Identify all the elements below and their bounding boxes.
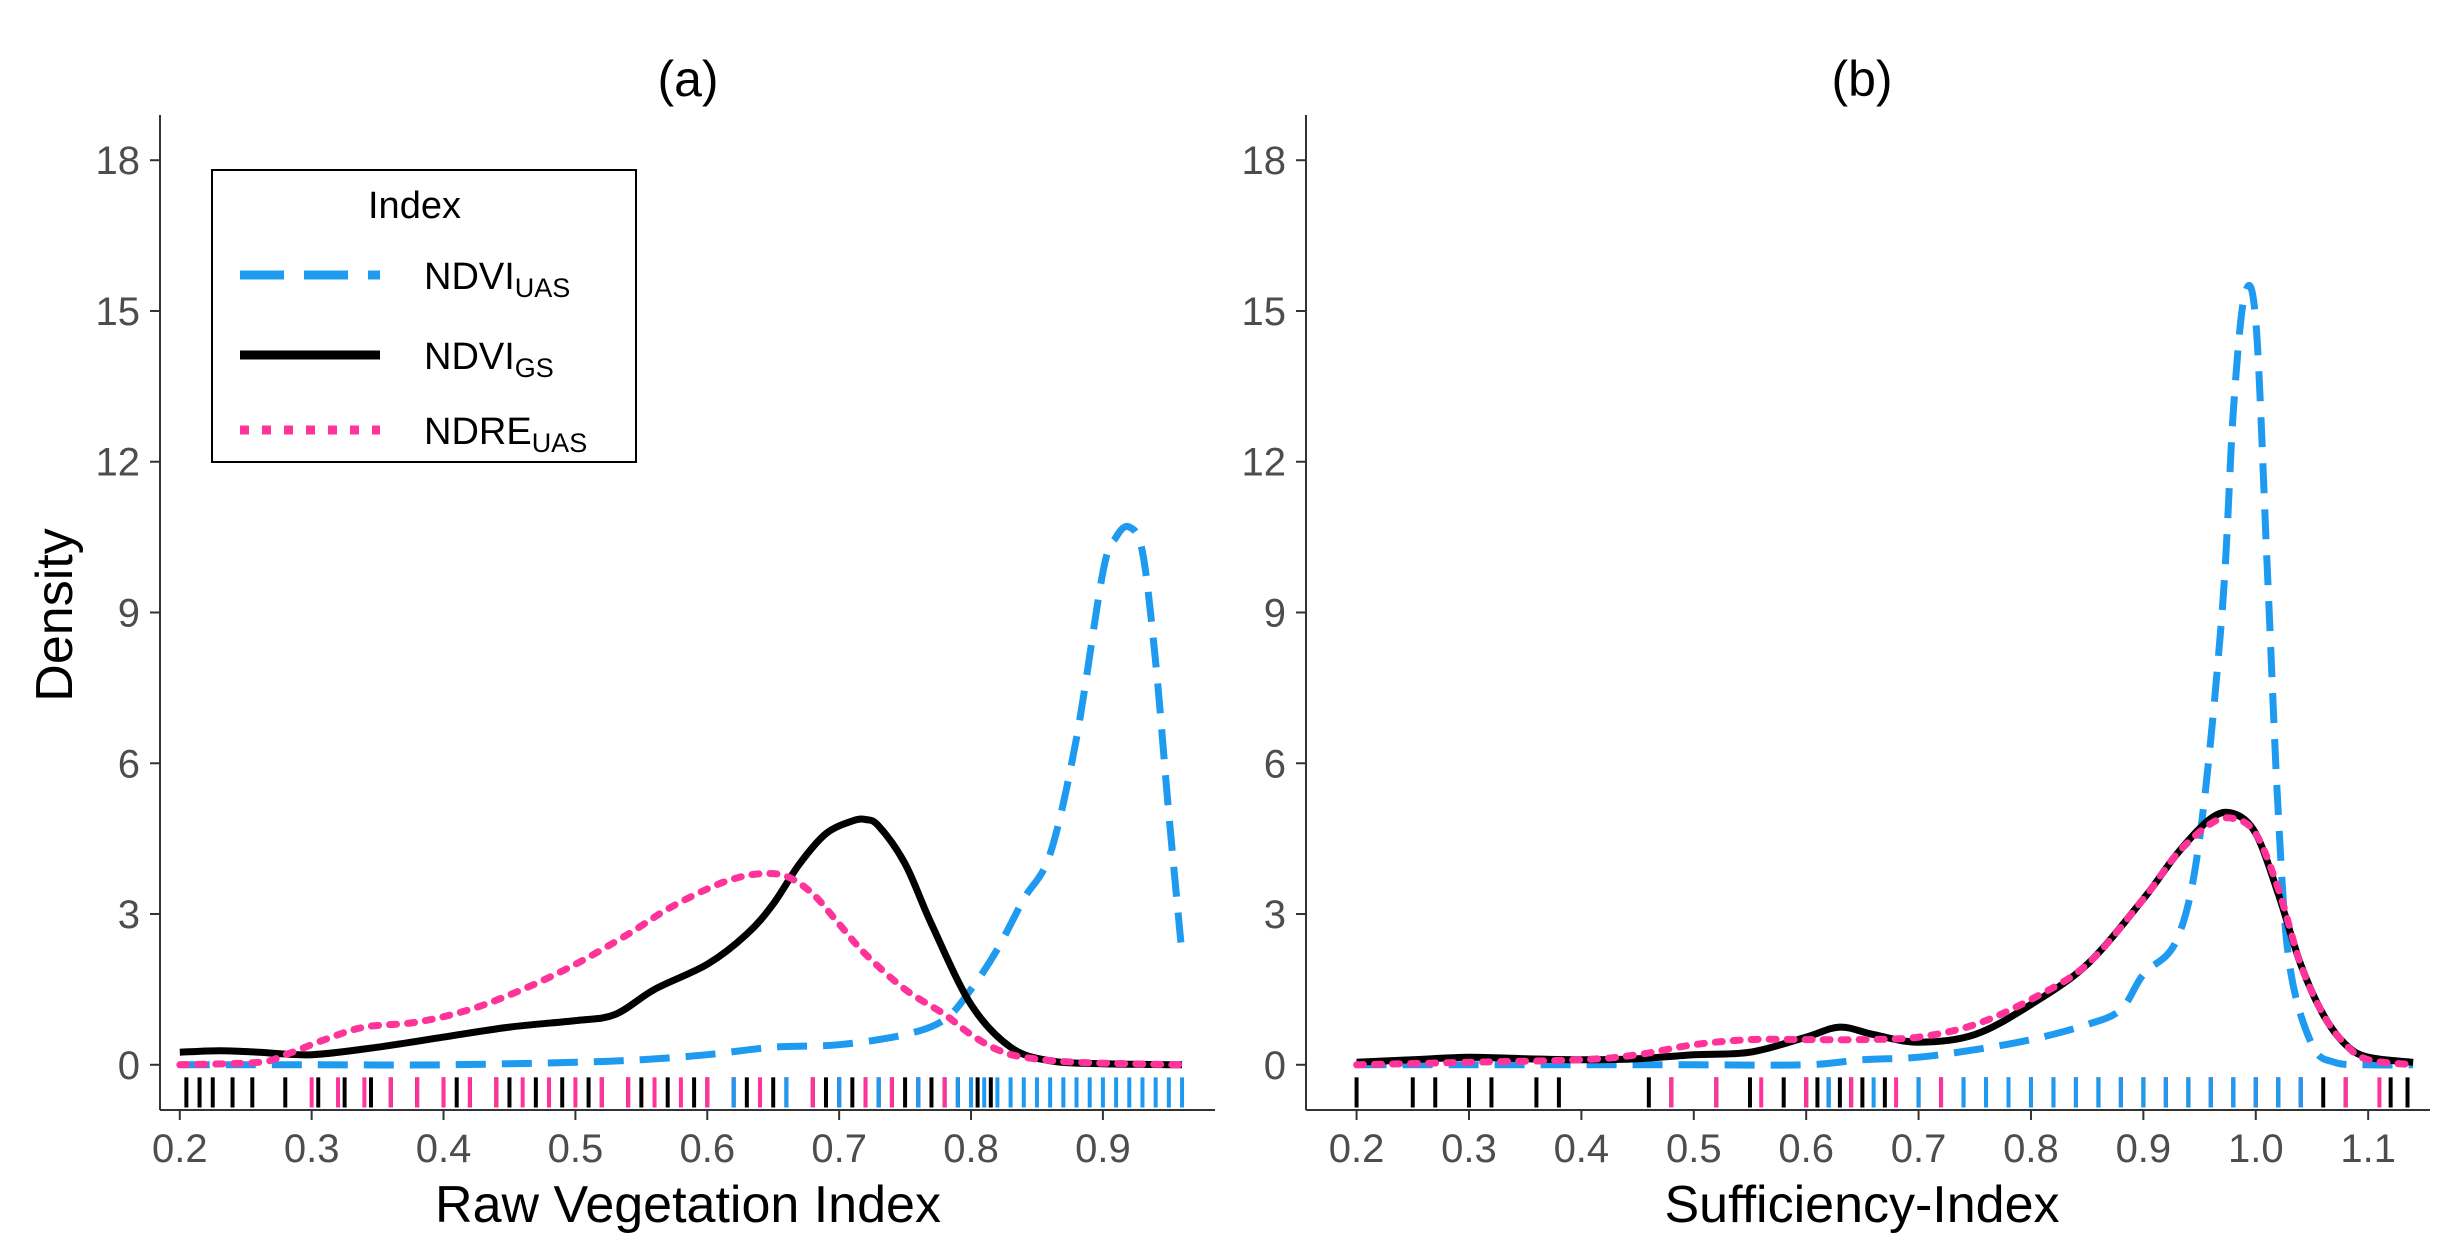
panel-b-x-tick-label: 0.4 (1554, 1127, 1610, 1171)
panel-b-curve-ndvi-gs (1356, 808, 2414, 1066)
panel-b-y-tick-label: 6 (1264, 742, 1286, 786)
panel-b-x-tick-label: 0.3 (1441, 1127, 1497, 1171)
panel-a-x-tick-label: 0.3 (284, 1127, 340, 1171)
panel-a-rug-ndvi-gs (184, 1077, 993, 1108)
panel-a-x-tick-label: 0.7 (811, 1127, 867, 1171)
panel-b-x-tick-label: 1.1 (2340, 1127, 2396, 1171)
panel-b-x-tick-label: 0.8 (2003, 1127, 2059, 1171)
panel-b-marks (1353, 282, 2417, 1108)
legend-label-ndvi-uas: NDVIUAS (424, 256, 570, 303)
panel-b-plot-area: 0 3 6 9 12 15 18 0.2 0.3 0.4 0.5 0.6 0.7 0.8 0.9 1.0 1.1 (1242, 115, 2430, 1171)
panel-b-y-tick-label: 3 (1264, 893, 1286, 937)
panel-a-curve-ndvi-gs (179, 815, 1183, 1069)
panel-b-y-tick-label: 0 (1264, 1044, 1286, 1088)
panel-b-curve-ndvi-uas (1356, 282, 2414, 1069)
panel-b-curve-ndre-uas (1353, 814, 2417, 1069)
panel-a-y-tick-label: 0 (118, 1044, 140, 1088)
legend-label-ndvi-gs: NDVIGS (424, 336, 554, 383)
panel-b-rug-ndvi-uas (1826, 1077, 2303, 1108)
panel-a-x-tick-label: 0.4 (416, 1127, 472, 1171)
panel-a-x-tick-label: 0.2 (152, 1127, 208, 1171)
panel-a-title: (a) (657, 51, 718, 107)
panel-a-curve-ndvi-uas (179, 523, 1186, 1069)
panel-a-x-tick-label: 0.5 (548, 1127, 604, 1171)
panel-b-y-tick-label: 15 (1242, 290, 1287, 334)
legend-title: Index (368, 185, 461, 227)
panel-b-sufficiency-index: (b) 0 3 6 9 12 15 18 0.2 0.3 0.4 0.5 0.6 0.7 0.8 0.9 1.… (1242, 51, 2430, 1234)
panel-a-curve-ndre-uas (176, 870, 1186, 1069)
panel-b-rug-ndre-uas (1669, 1077, 2382, 1108)
legend: Index NDVIUAS NDVIGS NDREUAS (211, 169, 637, 463)
panel-b-x-axis-title: Sufficiency-Index (1664, 1176, 2059, 1234)
panel-a-marks (176, 523, 1186, 1108)
legend-label-ndre-uas: NDREUAS (424, 411, 587, 458)
legend-label-ndvi-uas-sub: UAS (515, 273, 571, 303)
panel-a-y-tick-label: 9 (118, 592, 140, 636)
legend-label-ndvi-uas-base: NDVI (424, 256, 515, 298)
panel-b-y-tick-label: 12 (1242, 441, 1287, 485)
panel-a-y-tick-label: 18 (96, 139, 141, 183)
panel-b-x-tick-label: 0.5 (1666, 1127, 1722, 1171)
panel-b-x-tick-label: 0.6 (1778, 1127, 1834, 1171)
legend-label-ndvi-gs-sub: GS (515, 353, 554, 383)
panel-a-y-tick-label: 6 (118, 742, 140, 786)
panel-b-rug-ndvi-gs (1354, 1077, 2410, 1108)
panel-a-raw-vegetation-index: (a) 0 3 6 9 12 15 18 0.2 0.3 0.4 0.5 0.6 0.7 0.8 0.9 R… (96, 51, 1215, 1234)
panel-b-x-tick-label: 1.0 (2228, 1127, 2284, 1171)
panel-a-x-tick-label: 0.6 (679, 1127, 735, 1171)
legend-label-ndre-uas-sub: UAS (532, 428, 588, 458)
panel-a-x-axis-title: Raw Vegetation Index (435, 1176, 941, 1234)
y-axis-title: Density (26, 528, 84, 701)
panel-b-x-tick-label: 0.9 (2116, 1127, 2172, 1171)
panel-a-rug-ndvi-uas (731, 1077, 1185, 1108)
panel-a-y-tick-label: 15 (96, 290, 141, 334)
legend-label-ndre-uas-base: NDRE (424, 411, 532, 453)
panel-a-plot-area: 0 3 6 9 12 15 18 0.2 0.3 0.4 0.5 0.6 0.7 0.8 0.9 (96, 115, 1215, 1171)
panel-b-x-tick-label: 0.2 (1329, 1127, 1385, 1171)
legend-box (211, 169, 637, 463)
panel-b-y-tick-label: 9 (1264, 592, 1286, 636)
panel-b-y-tick-label: 18 (1242, 139, 1287, 183)
panel-a-y-tick-label: 3 (118, 893, 140, 937)
panel-a-x-tick-label: 0.9 (1075, 1127, 1131, 1171)
panel-a-y-tick-label: 12 (96, 441, 141, 485)
panel-b-x-tick-label: 0.7 (1891, 1127, 1947, 1171)
panel-b-title: (b) (1831, 51, 1892, 107)
legend-label-ndvi-gs-base: NDVI (424, 336, 515, 378)
panel-a-x-tick-label: 0.8 (943, 1127, 999, 1171)
